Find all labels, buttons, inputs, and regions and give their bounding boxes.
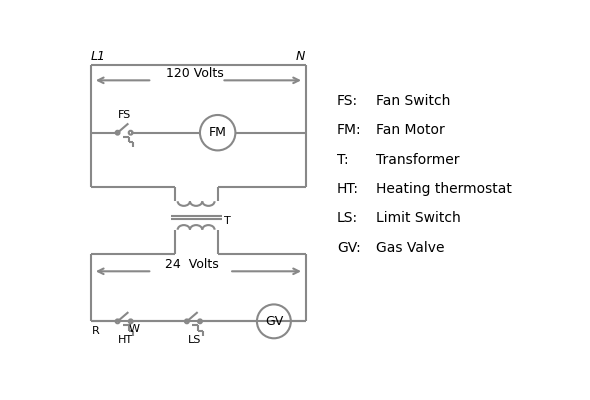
Text: Limit Switch: Limit Switch: [375, 211, 460, 225]
Text: W: W: [129, 324, 140, 334]
Text: FM:: FM:: [337, 124, 362, 138]
Text: 24  Volts: 24 Volts: [165, 258, 219, 270]
Text: Fan Motor: Fan Motor: [375, 124, 444, 138]
Text: T: T: [224, 216, 231, 226]
Text: HT: HT: [118, 335, 133, 345]
Text: HT:: HT:: [337, 182, 359, 196]
Text: GV: GV: [265, 315, 283, 328]
Text: Gas Valve: Gas Valve: [375, 240, 444, 254]
Text: FM: FM: [209, 126, 227, 139]
Text: N: N: [296, 50, 304, 63]
Text: FS:: FS:: [337, 94, 358, 108]
Text: Heating thermostat: Heating thermostat: [375, 182, 512, 196]
Text: LS:: LS:: [337, 211, 358, 225]
Text: LS: LS: [188, 335, 202, 345]
Text: L1: L1: [91, 50, 106, 63]
Text: R: R: [91, 326, 99, 336]
Text: GV:: GV:: [337, 240, 360, 254]
Text: Transformer: Transformer: [375, 153, 459, 167]
Text: Fan Switch: Fan Switch: [375, 94, 450, 108]
Text: 120 Volts: 120 Volts: [166, 66, 224, 80]
Text: T:: T:: [337, 153, 349, 167]
Text: FS: FS: [117, 110, 131, 120]
